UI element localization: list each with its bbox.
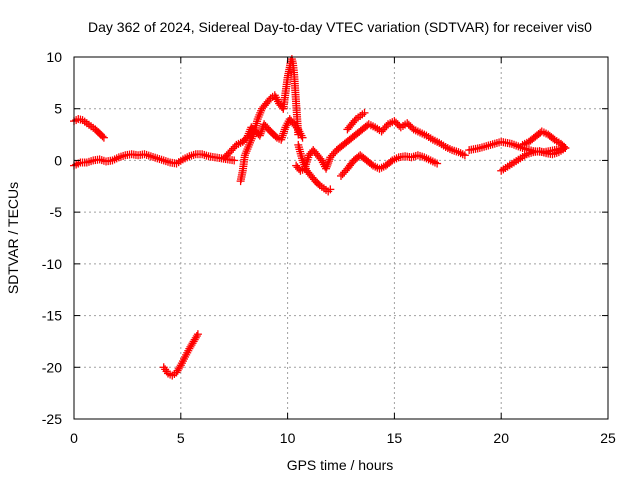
data-point xyxy=(559,142,568,151)
x-tick-label: 25 xyxy=(600,430,616,446)
y-tick-label: -20 xyxy=(42,359,62,375)
data-point xyxy=(255,131,264,140)
data-point xyxy=(256,129,265,138)
data-point xyxy=(202,151,211,160)
y-tick-label: 5 xyxy=(54,101,62,117)
data-point xyxy=(144,151,153,160)
y-tick-label: -5 xyxy=(50,204,63,220)
data-point xyxy=(142,150,151,159)
data-point xyxy=(537,147,546,156)
data-point xyxy=(155,155,164,164)
data-point xyxy=(322,162,331,171)
tick-layer: 0 5 10 15 20 25 -25 -20 -15 -10 -5 0 5 10 xyxy=(42,49,616,446)
data-point xyxy=(163,157,172,166)
x-tick-label: 0 xyxy=(70,430,78,446)
data-point xyxy=(324,157,333,166)
data-point xyxy=(157,155,166,164)
y-tick-label: -25 xyxy=(42,411,62,427)
data-point xyxy=(97,156,106,165)
grid-layer xyxy=(74,57,608,419)
data-point xyxy=(433,159,442,168)
data-point xyxy=(539,148,548,157)
x-tick-label: 15 xyxy=(387,430,403,446)
data-point xyxy=(413,151,422,160)
chart-title: Day 362 of 2024, Sidereal Day-to-day VTE… xyxy=(88,19,592,35)
x-axis-label: GPS time / hours xyxy=(287,457,394,473)
data-point xyxy=(146,152,155,161)
data-point xyxy=(84,157,93,166)
y-tick-label: -15 xyxy=(42,308,62,324)
data-point xyxy=(192,331,201,340)
data-point xyxy=(82,158,91,167)
y-axis-label: SDTVAR / TECUs xyxy=(5,182,21,294)
data-point xyxy=(409,152,418,161)
y-tick-label: -10 xyxy=(42,256,62,272)
data-point xyxy=(257,127,266,136)
data-point xyxy=(200,150,209,159)
x-tick-label: 5 xyxy=(177,430,185,446)
y-tick-label: 10 xyxy=(46,49,62,65)
plot-frame xyxy=(73,56,609,420)
data-point xyxy=(230,156,239,165)
data-point xyxy=(322,164,331,173)
points-layer xyxy=(70,55,570,380)
data-point xyxy=(323,160,332,169)
data-point xyxy=(151,153,160,162)
data-point xyxy=(72,160,81,169)
data-point xyxy=(460,151,469,160)
data-point xyxy=(161,157,170,166)
x-tick-label: 20 xyxy=(493,430,509,446)
x-tick-label: 10 xyxy=(280,430,296,446)
data-point xyxy=(198,150,207,159)
data-point xyxy=(535,147,544,156)
data-point xyxy=(279,129,288,138)
data-point xyxy=(149,152,158,161)
data-point xyxy=(95,155,104,164)
data-point xyxy=(140,150,149,159)
data-point xyxy=(360,108,369,117)
data-point xyxy=(153,154,162,163)
data-point xyxy=(159,156,168,165)
data-point xyxy=(326,185,335,194)
y-tick-label: 0 xyxy=(54,152,62,168)
data-point xyxy=(294,130,303,139)
data-point xyxy=(193,330,202,339)
data-point xyxy=(98,132,107,141)
data-point xyxy=(87,157,96,166)
data-point xyxy=(298,133,307,142)
data-point xyxy=(324,159,333,168)
data-point xyxy=(561,144,570,153)
data-point xyxy=(99,133,108,142)
